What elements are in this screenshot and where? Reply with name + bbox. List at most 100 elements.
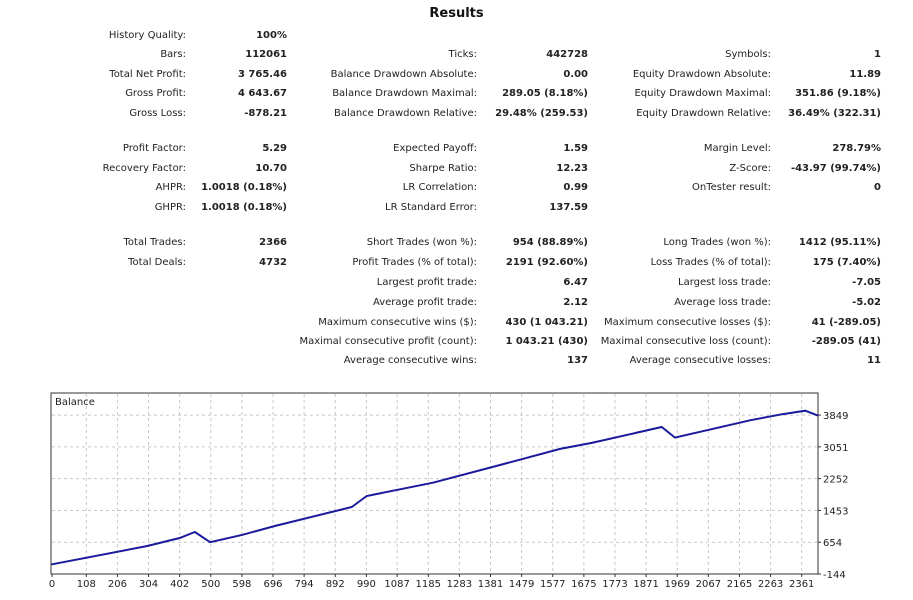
stat-value: 6.47 bbox=[563, 277, 588, 288]
stat-label: Total Deals: bbox=[128, 257, 186, 268]
x-tick-label: 402 bbox=[170, 579, 189, 590]
x-tick-label: 1969 bbox=[664, 579, 689, 590]
balance-point bbox=[817, 414, 819, 417]
stat-value: 12.23 bbox=[556, 163, 588, 174]
balance-point bbox=[432, 481, 434, 484]
x-tick-label: 2067 bbox=[696, 579, 721, 590]
stat-value: 0 bbox=[874, 182, 881, 193]
stat-value: 278.79% bbox=[832, 143, 881, 154]
y-tick-label: 654 bbox=[823, 538, 842, 549]
stat-value: 4732 bbox=[259, 257, 287, 268]
stat-label: Balance Drawdown Absolute: bbox=[330, 69, 477, 80]
y-tick-label: 1453 bbox=[823, 506, 848, 517]
x-tick-label: 696 bbox=[263, 579, 282, 590]
stat-label: Largest loss trade: bbox=[678, 277, 771, 288]
x-tick-label: 500 bbox=[201, 579, 220, 590]
stat-label: Bars: bbox=[160, 49, 186, 60]
balance-point bbox=[51, 563, 53, 566]
stat-label: Balance Drawdown Relative: bbox=[333, 108, 477, 119]
stat-value: 289.05 (8.18%) bbox=[502, 88, 588, 99]
y-tick-label: 3849 bbox=[823, 411, 848, 422]
x-tick-label: 1577 bbox=[540, 579, 565, 590]
stat-value: 10.70 bbox=[255, 163, 287, 174]
stat-value: 41 (-289.05) bbox=[811, 317, 881, 328]
x-tick-label: 1675 bbox=[571, 579, 596, 590]
stat-value: 11 bbox=[867, 355, 881, 366]
x-tick-label: 1479 bbox=[509, 579, 534, 590]
balance-point bbox=[499, 464, 501, 466]
stat-value: 1 bbox=[874, 49, 881, 60]
x-tick-label: 1087 bbox=[384, 579, 409, 590]
stat-value: -5.02 bbox=[852, 297, 881, 308]
stat-label: OnTester result: bbox=[691, 182, 771, 193]
stat-label: Average consecutive wins: bbox=[343, 355, 477, 366]
balance-point bbox=[660, 426, 663, 428]
x-tick-label: 1185 bbox=[416, 579, 441, 590]
stat-value: 100% bbox=[256, 30, 287, 41]
stat-value: 36.49% (322.31) bbox=[788, 108, 881, 119]
stat-value: 29.48% (259.53) bbox=[495, 108, 588, 119]
stat-label: Total Net Profit: bbox=[109, 69, 186, 80]
stat-value: -289.05 (41) bbox=[811, 336, 881, 347]
stat-label: Symbols: bbox=[725, 49, 771, 60]
stat-label: Largest profit trade: bbox=[376, 277, 477, 288]
stat-label: Ticks: bbox=[448, 49, 477, 60]
y-tick-label: -144 bbox=[823, 570, 846, 581]
stat-label: Total Trades: bbox=[123, 237, 187, 248]
x-tick-label: 2263 bbox=[758, 579, 783, 590]
stat-value: 1.0018 (0.18%) bbox=[201, 182, 287, 193]
x-tick-label: 108 bbox=[77, 579, 96, 590]
stat-value: 2366 bbox=[259, 237, 287, 248]
x-tick-label: 892 bbox=[326, 579, 345, 590]
stat-label: Expected Payoff: bbox=[393, 143, 477, 154]
x-tick-label: 1283 bbox=[447, 579, 472, 590]
stat-value: 1.59 bbox=[563, 143, 588, 154]
stat-label: Maximum consecutive losses ($): bbox=[604, 317, 771, 328]
balance-point bbox=[273, 525, 276, 527]
stat-value: 442728 bbox=[546, 49, 588, 60]
stat-value: 112061 bbox=[245, 49, 287, 60]
x-tick-label: 1871 bbox=[633, 579, 658, 590]
balance-point bbox=[674, 436, 676, 439]
stat-value: 0.99 bbox=[563, 182, 588, 193]
balance-point bbox=[781, 413, 784, 416]
stat-label: AHPR: bbox=[155, 182, 186, 193]
x-tick-label: 598 bbox=[232, 579, 251, 590]
stat-value: -878.21 bbox=[244, 108, 287, 119]
stat-label: Gross Profit: bbox=[125, 88, 186, 99]
x-tick-label: 304 bbox=[139, 579, 158, 590]
balance-point bbox=[209, 541, 211, 544]
balance-point bbox=[146, 545, 149, 547]
x-tick-label: 2165 bbox=[727, 579, 752, 590]
stat-label: Maximum consecutive wins ($): bbox=[318, 317, 477, 328]
stat-value: -7.05 bbox=[852, 277, 881, 288]
x-tick-label: 1381 bbox=[478, 579, 503, 590]
stat-label: Margin Level: bbox=[703, 143, 771, 154]
stat-label: Recovery Factor: bbox=[102, 163, 186, 174]
stat-value: 430 (1 043.21) bbox=[505, 317, 588, 328]
y-tick-label: 2252 bbox=[823, 475, 848, 486]
stat-label: LR Standard Error: bbox=[385, 202, 477, 213]
stat-label: Equity Drawdown Maximal: bbox=[634, 88, 771, 99]
stat-value: 137 bbox=[567, 355, 588, 366]
balance-point bbox=[241, 534, 244, 536]
stat-value: 11.89 bbox=[849, 69, 881, 80]
stat-value: 3 765.46 bbox=[237, 69, 287, 80]
stat-label: Z-Score: bbox=[729, 163, 771, 174]
stat-label: Average profit trade: bbox=[372, 297, 477, 308]
balance-point bbox=[194, 531, 196, 533]
stat-label: Maximal consecutive profit (count): bbox=[299, 336, 477, 347]
stat-value: 5.29 bbox=[262, 143, 287, 154]
balance-point bbox=[804, 409, 806, 412]
stat-label: Maximal consecutive loss (count): bbox=[600, 336, 771, 347]
stat-label: Loss Trades (% of total): bbox=[650, 257, 771, 268]
stat-value: 137.59 bbox=[549, 202, 588, 213]
x-tick-label: 1773 bbox=[602, 579, 627, 590]
balance-point bbox=[749, 419, 752, 422]
x-tick-label: 0 bbox=[49, 579, 55, 590]
stat-label: History Quality: bbox=[108, 30, 186, 41]
y-tick-label: 3051 bbox=[823, 443, 848, 454]
stat-label: Profit Factor: bbox=[122, 143, 186, 154]
stat-label: Average loss trade: bbox=[674, 297, 771, 308]
